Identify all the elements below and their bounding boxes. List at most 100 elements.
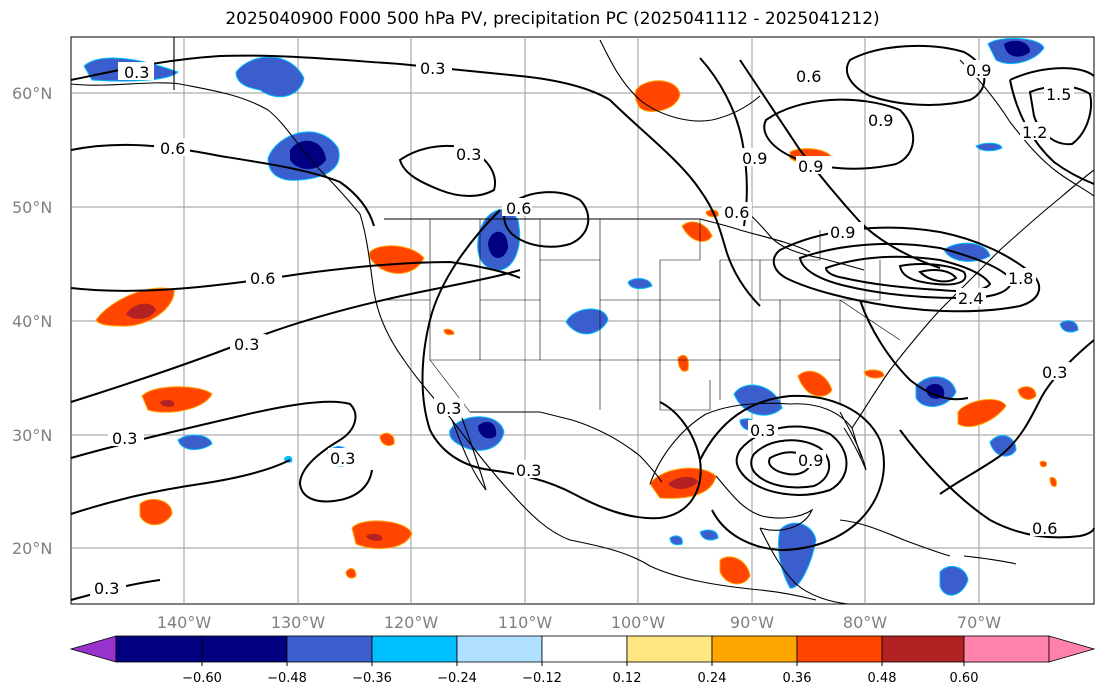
contour-label: 0.6 bbox=[506, 199, 531, 218]
canada-us-border bbox=[384, 218, 811, 253]
pos-anomaly-pacific-small bbox=[345, 568, 357, 579]
pos-anomaly-pacific-mid-core bbox=[160, 399, 175, 407]
colorbar-bin bbox=[963, 635, 1050, 663]
alaska-coast bbox=[70, 82, 361, 215]
latitude-labels: 60°N 50°N 40°N 30°N 20°N bbox=[12, 84, 52, 558]
neg-anomaly-arizona bbox=[565, 308, 609, 335]
great-lakes bbox=[739, 205, 865, 271]
colorbar-tick-label: 0.12 bbox=[613, 671, 642, 686]
contour-label: 0.6 bbox=[724, 203, 749, 222]
map-panel: 0.3 0.6 0.3 0.3 0.6 0.3 0.3 0.9 0.6 0.6 … bbox=[12, 36, 1095, 632]
contour-09-low-3 bbox=[768, 451, 812, 476]
contour-label: 0.9 bbox=[966, 61, 991, 80]
contour-03-mid bbox=[70, 269, 521, 403]
contour-09-canada bbox=[609, 99, 761, 307]
colorbar-tick-labels: −0.60 −0.48 −0.36 −0.24 −0.12 0.12 0.24 … bbox=[182, 671, 978, 686]
neg-anomaly-alaska-mid bbox=[235, 56, 305, 98]
lat-label-20: 20°N bbox=[12, 539, 52, 558]
contour-jet-1 bbox=[772, 226, 1041, 313]
colorbar-tick-label: −0.12 bbox=[522, 671, 562, 686]
contour-06-montana bbox=[503, 191, 590, 248]
pos-anomaly-georgia bbox=[863, 369, 885, 379]
contour-label: 0.3 bbox=[94, 579, 119, 598]
colorbar-tick-label: 0.24 bbox=[698, 671, 727, 686]
pos-anomaly-nevada bbox=[443, 328, 455, 336]
colorbar-tick-label: 0.48 bbox=[868, 671, 897, 686]
colorbar bbox=[69, 635, 1096, 663]
hudson-bay bbox=[599, 39, 761, 122]
lon-label-70w: 70°W bbox=[957, 613, 1001, 632]
contour-label: 0.9 bbox=[742, 149, 767, 168]
colorbar-bin bbox=[201, 635, 288, 663]
florida bbox=[839, 411, 867, 471]
contour-label: 0.3 bbox=[436, 399, 461, 418]
yucatan bbox=[715, 475, 814, 531]
colorbar-tick-label: −0.48 bbox=[267, 671, 307, 686]
pos-anomaly-hudson bbox=[634, 80, 681, 112]
neg-anomaly-caribbean bbox=[939, 565, 969, 596]
pos-anomaly-oregon bbox=[369, 245, 425, 274]
pos-anomaly-sonora bbox=[379, 432, 395, 447]
lat-label-50: 50°N bbox=[12, 198, 52, 217]
lat-label-60: 60°N bbox=[12, 84, 52, 103]
lon-label-80w: 80°W bbox=[843, 613, 887, 632]
pos-anomaly-mexico-gulf-core bbox=[668, 476, 698, 490]
contour-label: 0.6 bbox=[250, 269, 275, 288]
longitude-labels: 140°W 130°W 120°W 110°W 100°W 90°W 80°W … bbox=[157, 613, 1001, 632]
colorbar-bin bbox=[881, 635, 965, 663]
lon-label-110w: 110°W bbox=[498, 613, 553, 632]
contour-label: 0.3 bbox=[516, 461, 541, 480]
contour-north-atl bbox=[1009, 67, 1095, 185]
colorbar-tick-label: 0.36 bbox=[783, 671, 812, 686]
colorbar-tick-label: −0.24 bbox=[437, 671, 477, 686]
neg-anomaly-1068 bbox=[1059, 320, 1079, 333]
pos-anomaly-texas bbox=[677, 354, 689, 372]
coastlines-borders bbox=[70, 37, 1095, 605]
contour-jet-2 bbox=[798, 242, 1014, 300]
contour-label: 0.3 bbox=[1042, 363, 1067, 382]
pv-contours bbox=[70, 44, 1095, 601]
contour-south-pacific bbox=[70, 459, 291, 515]
lat-label-40: 40°N bbox=[12, 312, 52, 331]
contour-jet-4 bbox=[898, 263, 967, 286]
contour-label: 0.9 bbox=[798, 451, 823, 470]
contour-ring-ne-1 bbox=[763, 98, 915, 170]
pos-anomaly-pacific-nw-core bbox=[126, 303, 156, 319]
colorbar-bin bbox=[711, 635, 798, 663]
central-america bbox=[759, 527, 849, 605]
lon-label-90w: 90°W bbox=[730, 613, 774, 632]
neg-anomaly-yucatan bbox=[699, 529, 719, 541]
neg-anomaly-atlantic-b bbox=[989, 435, 1017, 457]
contour-label: 0.9 bbox=[868, 111, 893, 130]
baja-peninsula bbox=[451, 417, 487, 491]
neg-anomaly-newengland bbox=[943, 242, 991, 262]
state-boundaries bbox=[380, 219, 901, 413]
west-coast bbox=[359, 213, 817, 601]
contour-label: 0.3 bbox=[112, 429, 137, 448]
gulf-coast bbox=[649, 402, 863, 485]
colorbar-bin bbox=[796, 635, 883, 663]
contour-label: 0.3 bbox=[750, 421, 775, 440]
pos-anomaly-guatemala bbox=[719, 556, 751, 585]
contour-09-low-2 bbox=[750, 439, 830, 489]
neg-anomaly-atlantic-core bbox=[926, 383, 945, 399]
contour-06-pacific bbox=[70, 143, 375, 227]
colorbar-tick-label: −0.60 bbox=[182, 671, 222, 686]
map-title: 2025040900 F000 500 hPa PV, precipitatio… bbox=[225, 9, 880, 29]
contour-label: 0.6 bbox=[160, 139, 185, 158]
neg-anomaly-montana-core bbox=[488, 231, 508, 259]
colorbar-bin bbox=[456, 635, 543, 663]
lon-label-100w: 100°W bbox=[611, 613, 666, 632]
pos-anomaly-atlantic-c bbox=[1039, 460, 1047, 468]
colorbar-bin bbox=[371, 635, 458, 663]
contour-label: 2.4 bbox=[958, 289, 983, 308]
colorbar-ticks bbox=[201, 662, 965, 666]
contour-09-low-1 bbox=[735, 425, 848, 496]
neg-anomaly-kansas bbox=[627, 278, 653, 290]
contour-label: 0.3 bbox=[124, 63, 149, 82]
contour-label: 0.9 bbox=[798, 157, 823, 176]
contour-03-east-mid bbox=[859, 299, 969, 401]
us-mexico-border bbox=[470, 411, 663, 483]
contour-label: 0.6 bbox=[796, 67, 821, 86]
